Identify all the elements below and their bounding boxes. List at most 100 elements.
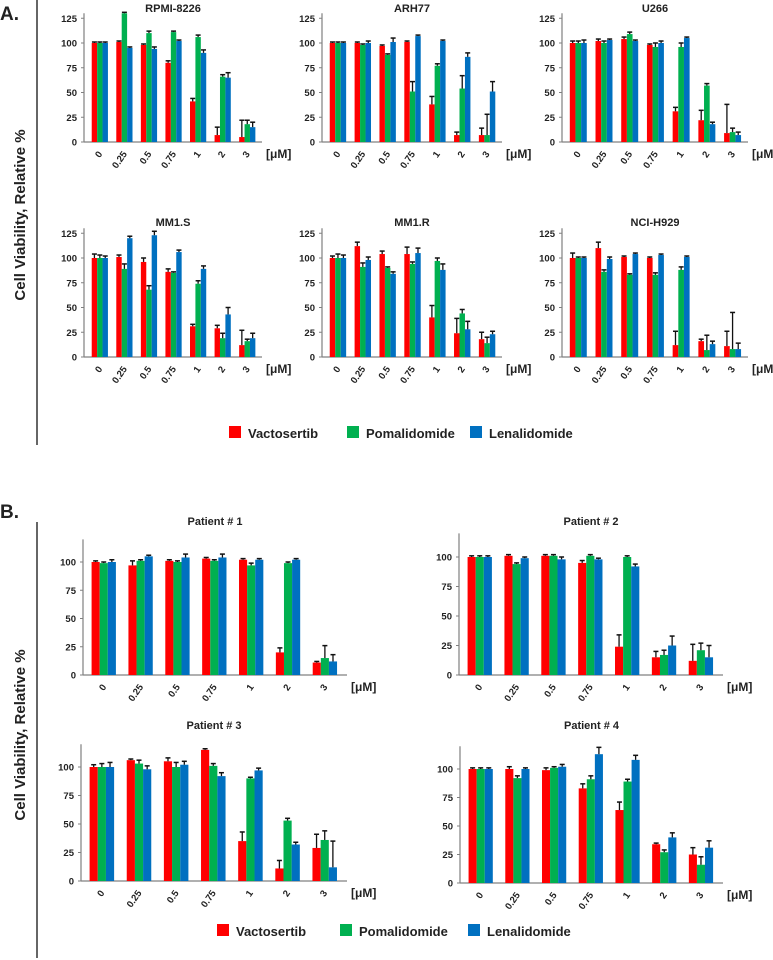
x-unit-label: [μM] (266, 147, 291, 161)
bar-pomalidomide (99, 563, 108, 675)
bar-lenalidomide (581, 258, 587, 357)
y-tick-label: 50 (442, 822, 453, 833)
bar-pomalidomide (626, 274, 633, 357)
x-tick-label: 1 (244, 888, 256, 899)
x-tick-label: 3 (318, 682, 330, 693)
section-b-ylabel: Cell Viability, Relative % (12, 649, 29, 820)
bar-vactosertib (578, 562, 587, 675)
x-tick-label: 2 (216, 364, 228, 375)
bar-vactosertib (615, 810, 624, 883)
bar-lenalidomide (631, 759, 640, 883)
y-tick-label: 0 (447, 671, 452, 682)
chart-title: Patient # 4 (564, 720, 620, 732)
bar-pomalidomide (475, 557, 484, 675)
bar-lenalidomide (249, 338, 256, 357)
bar-lenalidomide (606, 258, 613, 357)
bar-vactosertib (404, 254, 410, 357)
bar-lenalidomide (390, 273, 396, 357)
bar-vactosertib (275, 652, 284, 675)
y-tick-label: 75 (304, 278, 315, 289)
y-tick-label: 125 (539, 14, 556, 25)
bar-lenalidomide (340, 43, 347, 142)
legend-swatch-vactosertib (229, 426, 241, 438)
x-unit-label: [μM] (752, 362, 773, 376)
y-tick-label: 125 (539, 229, 556, 240)
bar-pomalidomide (173, 562, 182, 675)
bar-lenalidomide (144, 556, 153, 675)
x-tick-label: 0.25 (110, 149, 130, 171)
bar-vactosertib (646, 44, 653, 143)
x-tick-label: 3 (241, 364, 253, 375)
bar-vactosertib (621, 257, 627, 357)
x-tick-label: 3 (480, 364, 492, 375)
bar-pomalidomide (219, 76, 226, 142)
x-tick-label: 0.25 (349, 364, 369, 386)
bar-lenalidomide (365, 43, 372, 142)
x-tick-label: 0 (95, 888, 107, 899)
x-tick-label: 0.25 (590, 364, 610, 386)
bar-pomalidomide (283, 820, 292, 881)
bar-pomalidomide (320, 658, 329, 675)
bar-vactosertib (595, 41, 602, 142)
bar-pomalidomide (360, 266, 366, 357)
x-unit-label: [μM] (266, 362, 291, 376)
bar-pomalidomide (652, 274, 659, 357)
y-tick-label: 100 (299, 39, 315, 50)
y-tick-label: 25 (304, 328, 315, 339)
y-tick-label: 50 (66, 88, 77, 99)
bar-vactosertib (621, 39, 627, 142)
bar-vactosertib (329, 43, 336, 142)
bar-lenalidomide (440, 41, 446, 142)
y-tick-label: 75 (66, 63, 77, 74)
y-tick-label: 75 (66, 278, 77, 289)
bar-vactosertib (126, 760, 135, 881)
bar-pomalidomide (704, 85, 710, 142)
bar-lenalidomide (489, 334, 496, 357)
x-tick-label: 0.5 (166, 682, 183, 700)
bar-vactosertib (140, 44, 147, 143)
bar-pomalidomide (121, 268, 128, 357)
bar-lenalidomide (440, 269, 446, 357)
bar-pomalidomide (729, 349, 736, 357)
bar-vactosertib (128, 565, 137, 675)
chart-panel-nci-h929: NCI-H929 0 25 50 75 100 125 0 0.25 0.5 0.75 1 2 3 [μM] (539, 217, 773, 386)
chart-title: MM1.R (394, 217, 430, 229)
bar-pomalidomide (209, 765, 218, 881)
y-tick-label: 0 (72, 353, 77, 364)
x-tick-label: 0 (331, 364, 343, 375)
x-tick-label: 0 (93, 149, 105, 160)
legend-swatch-lenalidomide (468, 924, 480, 936)
x-tick-label: 0 (93, 364, 105, 375)
chart-panel-patient-1: Patient # 1 0 25 50 75 100 0 0.25 0.5 0.75 1 2 3 [μM] (60, 516, 376, 704)
x-tick-label: 1 (192, 149, 204, 160)
legend-a: Vactosertib Pomalidomide Lenalidomide (229, 426, 573, 441)
legend-label-pomalidomide: Pomalidomide (366, 426, 455, 441)
bar-vactosertib (404, 42, 410, 143)
x-tick-label: 0 (473, 682, 485, 693)
x-tick-label: 0.75 (576, 682, 596, 704)
bar-vactosertib (569, 43, 576, 142)
bar-pomalidomide (360, 44, 366, 143)
x-tick-label: 1 (431, 149, 443, 160)
y-tick-label: 0 (448, 879, 453, 890)
bar-vactosertib (165, 271, 171, 357)
x-tick-label: 2 (281, 888, 293, 899)
x-tick-label: 0.25 (502, 682, 522, 704)
bar-pomalidomide (134, 763, 144, 881)
y-tick-label: 0 (310, 138, 315, 149)
legend-label-vactosertib: Vactosertib (248, 426, 318, 441)
y-tick-label: 75 (304, 63, 315, 74)
bar-lenalidomide (520, 558, 529, 675)
bar-pomalidomide (97, 43, 103, 142)
bar-vactosertib (91, 43, 98, 142)
chart-title: RPMI-8226 (145, 3, 201, 15)
bar-pomalidomide (121, 13, 128, 142)
x-tick-label: 0.5 (165, 888, 182, 906)
y-tick-label: 100 (58, 763, 74, 774)
bar-vactosertib (578, 788, 587, 883)
bar-pomalidomide (549, 555, 558, 675)
bar-lenalidomide (668, 645, 677, 675)
bar-lenalidomide (127, 47, 133, 143)
x-tick-label: 0.25 (503, 890, 523, 912)
